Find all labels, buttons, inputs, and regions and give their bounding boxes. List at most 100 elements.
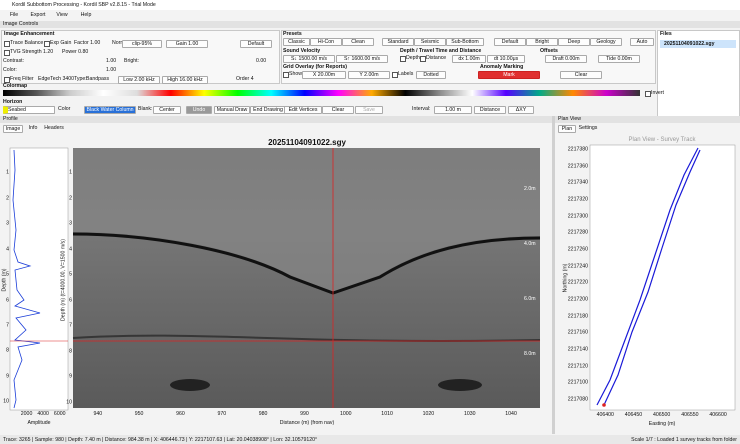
anomaly bbox=[438, 379, 482, 391]
x-tick-label[interactable]: 980 bbox=[258, 411, 268, 417]
horizon-manual[interactable]: Manual Draw bbox=[214, 106, 250, 114]
dx-input[interactable]: dx 1.00m bbox=[452, 55, 486, 63]
style-select[interactable]: Dotted bbox=[416, 71, 446, 79]
preset-button[interactable]: Auto bbox=[630, 38, 654, 46]
x-tick-label[interactable]: 406500 bbox=[652, 412, 671, 418]
y-tick-label: 4 bbox=[6, 246, 9, 253]
grid-x-input[interactable]: X 20.00m bbox=[302, 71, 346, 79]
x-tick-label[interactable]: 940 bbox=[93, 411, 103, 417]
control-high[interactable]: High 16.00 kHz bbox=[162, 76, 208, 84]
preset-button[interactable]: Seismic bbox=[414, 38, 446, 46]
control-trace-balance[interactable]: Trace Balance bbox=[4, 40, 43, 47]
control-freq-filter[interactable]: Freq Filter bbox=[4, 76, 34, 83]
x-tick-label[interactable]: 406600 bbox=[709, 412, 727, 418]
horizon-blank-value[interactable]: Center bbox=[153, 106, 181, 114]
menu-item[interactable]: Export bbox=[30, 12, 46, 18]
x-tick-label[interactable]: 970 bbox=[217, 411, 227, 417]
tab[interactable]: Plan bbox=[558, 125, 576, 133]
preset-button[interactable]: Standard bbox=[382, 38, 414, 46]
x-tick-label[interactable]: 4000 bbox=[37, 411, 49, 417]
horizon-water[interactable]: Black Water Column bbox=[84, 106, 136, 114]
x-axis-label[interactable]: Amplitude bbox=[27, 420, 51, 426]
preset-button[interactable]: Clean bbox=[342, 38, 374, 46]
x-tick-label[interactable]: 990 bbox=[300, 411, 309, 417]
labels-checkbox[interactable]: Labels bbox=[392, 71, 413, 78]
menu-item[interactable]: View bbox=[56, 12, 68, 18]
horizon-undo[interactable]: Undo bbox=[186, 106, 212, 114]
velocity-input[interactable]: S↓ 1500.00 m/s bbox=[283, 55, 335, 63]
horizon-interval-value[interactable]: 1.00 m bbox=[434, 106, 472, 114]
preset-button[interactable]: Classic bbox=[283, 38, 310, 46]
horizon-layer[interactable]: Seabed bbox=[3, 106, 55, 114]
x-tick-label[interactable]: 1000 bbox=[339, 411, 352, 417]
show-checkbox[interactable]: Show bbox=[283, 71, 302, 78]
preset-button[interactable]: Bright bbox=[526, 38, 558, 46]
x-tick-label[interactable]: 406550 bbox=[681, 412, 699, 418]
anomaly bbox=[170, 379, 210, 391]
horizon-dxy[interactable]: ΔXY bbox=[508, 106, 534, 114]
dt-input[interactable]: dt 10.00μs bbox=[487, 55, 525, 63]
group-title: Sound Velocity bbox=[283, 48, 321, 54]
tide-input[interactable]: Tide 0.00m bbox=[598, 55, 640, 63]
preset-button[interactable]: Default bbox=[494, 38, 526, 46]
horizon-save[interactable]: Save bbox=[355, 106, 383, 114]
distance-checkbox[interactable]: Distance bbox=[420, 55, 446, 62]
panel-title: Plan View bbox=[558, 116, 581, 122]
preset-button[interactable]: Geology bbox=[590, 38, 622, 46]
control-tvg[interactable]: TVG bbox=[4, 49, 21, 56]
mark-button[interactable]: Mark bbox=[478, 71, 540, 79]
velocity-input[interactable]: S↑ 1600.00 m/s bbox=[336, 55, 388, 63]
image-title[interactable]: 20251104091022.sgy bbox=[268, 138, 346, 147]
x-tick-label[interactable]: 1020 bbox=[422, 411, 435, 417]
seabed-reflector bbox=[72, 232, 541, 295]
preset-button[interactable]: Hi-Con bbox=[310, 38, 342, 46]
horizon-end[interactable]: End Drawing bbox=[250, 106, 286, 114]
group-title: Files bbox=[660, 31, 672, 37]
water-column bbox=[73, 148, 540, 292]
x-tick-label[interactable]: 406400 bbox=[596, 412, 614, 418]
x-axis-label[interactable]: Easting (m) bbox=[648, 421, 676, 427]
control-color-value: 1.00 bbox=[106, 67, 117, 73]
x-tick-label[interactable]: 1040 bbox=[505, 411, 517, 417]
tab[interactable]: Settings bbox=[578, 125, 598, 131]
y-tick-label: 2217380 bbox=[567, 146, 588, 153]
x-tick-label[interactable]: 950 bbox=[134, 411, 144, 417]
y-tick-label: 2217300 bbox=[567, 213, 588, 220]
tab[interactable]: Info bbox=[28, 125, 38, 131]
clear-button[interactable]: Clear bbox=[560, 71, 602, 79]
tab[interactable]: Image bbox=[3, 125, 23, 133]
menu-item[interactable]: File bbox=[9, 12, 19, 18]
x-axis-label[interactable]: Distance (m) (from nav) bbox=[279, 420, 335, 426]
grid-y-input[interactable]: Y 2.00m bbox=[348, 71, 390, 79]
control-bright: Bright: bbox=[124, 58, 139, 64]
preset-button[interactable]: Deep bbox=[558, 38, 590, 46]
depth-checkbox[interactable]: Depth bbox=[400, 55, 420, 62]
survey-track bbox=[596, 147, 699, 406]
control-default[interactable]: Default bbox=[240, 40, 272, 48]
draft-input[interactable]: Draft 0.00m bbox=[545, 55, 587, 63]
x-tick-label[interactable]: 1030 bbox=[463, 411, 476, 417]
tab[interactable]: Headers bbox=[44, 125, 64, 131]
horizon-edit[interactable]: Edit Vertices bbox=[284, 106, 322, 114]
colormap-strip[interactable] bbox=[3, 90, 640, 96]
control-clip[interactable]: clip-95% bbox=[122, 40, 162, 48]
preset-button[interactable]: Sub-Bottom bbox=[446, 38, 484, 46]
x-tick-label[interactable]: 1010 bbox=[381, 411, 393, 417]
group-title: Presets bbox=[283, 31, 302, 37]
control-exp-gain[interactable]: Exp Gain bbox=[44, 40, 71, 47]
chart-title[interactable]: Plan View - Survey Track bbox=[628, 137, 696, 143]
x-tick-label[interactable]: 960 bbox=[176, 411, 185, 417]
file-item: 20251104091022.sgy bbox=[664, 41, 715, 47]
horizon-clear[interactable]: Clear bbox=[322, 106, 354, 114]
y-tick-label: 4 bbox=[69, 246, 72, 253]
menu-item[interactable]: Help bbox=[80, 12, 92, 18]
control-gain[interactable]: Gain 1.00 bbox=[166, 40, 208, 48]
x-tick-label[interactable]: 6000 bbox=[53, 411, 66, 417]
invert-checkbox[interactable]: Invert bbox=[645, 90, 664, 97]
horizon-distance[interactable]: Distance bbox=[474, 106, 506, 114]
x-tick-label[interactable]: 2000 bbox=[20, 411, 33, 417]
group-title: Anomaly Marking bbox=[480, 64, 524, 70]
control-low[interactable]: Low 2.00 kHz bbox=[118, 76, 160, 84]
x-tick-label[interactable]: 406450 bbox=[624, 412, 643, 418]
y-tick-label: 2217080 bbox=[567, 396, 588, 403]
